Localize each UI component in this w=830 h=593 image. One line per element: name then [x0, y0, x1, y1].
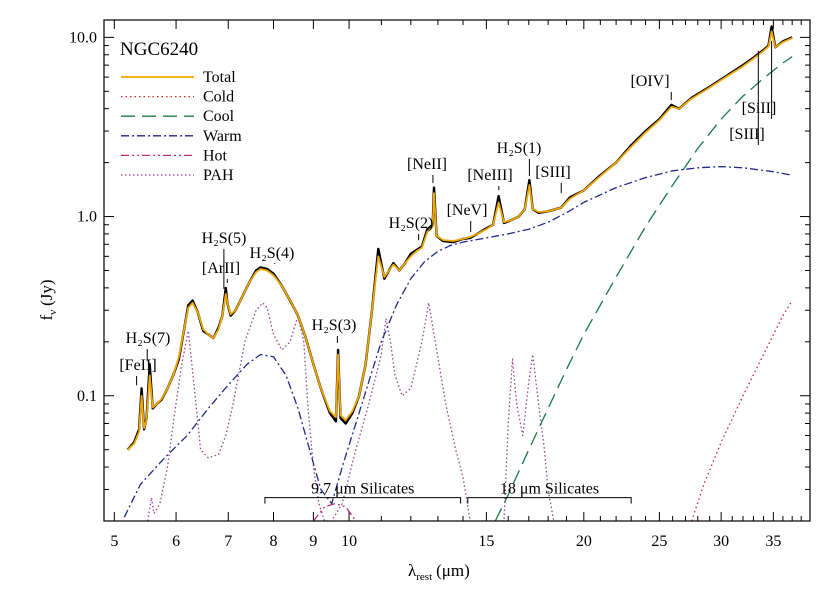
annotation-label-neii: [NeII] [407, 156, 447, 173]
axis-ticks: 5 6 7 8 9 10 15 20 25 30 35 0.1 1.0 10.0 [69, 20, 810, 550]
annotation-label-h2s1: H₂S(1) [497, 140, 542, 157]
x-tick-label: 8 [269, 533, 277, 550]
x-tick-label: 9 [309, 533, 317, 550]
legend-label-total: Total [203, 69, 236, 86]
x-tick-label: 20 [576, 533, 592, 550]
annotation-label-siii2: [SIII] [729, 126, 765, 143]
x-tick-label: 15 [478, 533, 494, 550]
annotation-label-neiii: [NeIII] [467, 167, 512, 184]
x-tick-label: 25 [651, 533, 667, 550]
chart-title: NGC6240 [120, 39, 198, 60]
legend-label-cool: Cool [203, 108, 235, 125]
annotation-label-h2s2: H₂S(2) [389, 215, 434, 232]
series-line-total [126, 30, 793, 451]
x-tick-label: 10 [341, 533, 357, 550]
x-axis-label: λrest (μm) [408, 561, 470, 583]
legend-label-pah: PAH [203, 167, 234, 184]
series-line-hot [312, 502, 357, 521]
annotation-label-siii1: [SIII] [535, 164, 571, 181]
x-tick-label: 7 [224, 533, 232, 550]
legend-label-warm: Warm [203, 128, 242, 145]
y-tick-label: 10.0 [69, 29, 97, 46]
annotation-label-h2s3: H₂S(3) [312, 317, 357, 334]
y-axis-label: fν(Jy) [37, 279, 59, 320]
legend: NGC6240 Total Cold Cool Warm Hot PAH [120, 39, 242, 184]
annotation-label-feii: [FeII] [119, 357, 156, 374]
y-tick-label: 0.1 [77, 388, 97, 405]
silicate-label-sil18: 18 μm Silicates [500, 481, 599, 498]
x-tick-label: 5 [110, 533, 118, 550]
line-annotations: [FeII] H₂S(7) H₂S(5) [ArII] H₂S(4) H₂S(3) H₂S(… [119, 40, 777, 386]
annotation-label-h2s5: H₂S(5) [202, 230, 247, 247]
series-line-pah [147, 302, 560, 521]
series-line-cold [691, 300, 793, 521]
silicate-ranges: 9.7 μm Silicates 18 μm Silicates [264, 481, 632, 504]
plot-frame [103, 19, 811, 522]
silicate-bracket-sil18 [467, 497, 632, 504]
series-layer [123, 25, 793, 521]
series-line-cool [494, 56, 793, 521]
silicate-bracket-sil97 [264, 497, 462, 504]
silicate-label-sil97: 9.7 μm Silicates [311, 481, 414, 498]
annotation-label-siii3: [SiII] [742, 100, 777, 117]
y-tick-label: 1.0 [77, 209, 97, 226]
annotation-label-nev: [NeV] [447, 202, 488, 219]
legend-label-hot: Hot [203, 147, 228, 164]
series-line-warm [123, 165, 793, 518]
x-tick-label: 35 [765, 533, 781, 550]
x-tick-label: 6 [172, 533, 180, 550]
annotation-label-h2s4: H₂S(4) [250, 245, 295, 262]
annotation-label-h2s7: H₂S(7) [126, 330, 171, 347]
legend-label-cold: Cold [203, 89, 234, 106]
annotation-label-oiv: [OIV] [630, 73, 669, 90]
annotation-label-arii: [ArII] [202, 260, 240, 277]
x-tick-label: 30 [713, 533, 729, 550]
